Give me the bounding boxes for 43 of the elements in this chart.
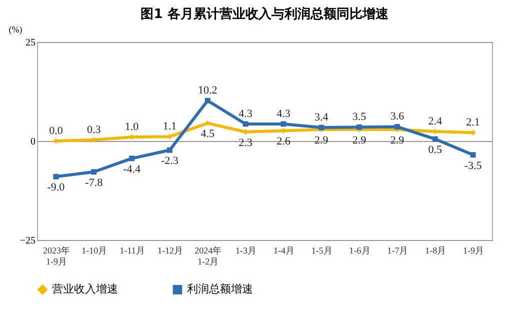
x-tick-label: 1-3月: [236, 246, 257, 256]
chart-title: 图1 各月累计营业收入与利润总额同比增速: [140, 6, 390, 22]
x-tick-label: 2023年 1-9月: [42, 246, 70, 266]
y-tick-label: 25: [26, 38, 36, 48]
data-label: 4.5: [200, 128, 215, 140]
x-tick-label: 1-5月: [311, 246, 332, 256]
data-label: 2.3: [238, 136, 253, 149]
x-tick-label: 2024年 1-2月: [194, 246, 222, 266]
x-tick-label: 1-7月: [387, 246, 408, 256]
legend-label: 利润总额增速: [187, 282, 253, 296]
data-label: 3.5: [352, 111, 367, 124]
data-label: 2.9: [390, 134, 405, 147]
data-label: -2.3: [160, 155, 179, 168]
x-tick-label: 1-4月: [273, 246, 294, 256]
y-axis-title: (%): [8, 24, 22, 34]
data-label: 2.9: [352, 134, 367, 147]
data-label: 0.3: [87, 124, 102, 136]
data-label: 0.5: [428, 144, 442, 156]
x-tick-label: 1-9月: [463, 246, 484, 256]
data-label: 2.9: [314, 134, 329, 147]
data-label: 2.6: [276, 136, 291, 148]
y-tick-label: 0: [30, 136, 36, 148]
data-label: 1.1: [162, 120, 177, 133]
data-label: -7.8: [85, 176, 104, 189]
data-label: -4.4: [123, 163, 141, 176]
x-tick-label: 1-12月: [157, 246, 183, 256]
data-label: 0.0: [49, 125, 64, 137]
data-label: 10.2: [198, 84, 218, 97]
data-label: -9.0: [47, 182, 66, 194]
data-label: 3.4: [314, 112, 329, 124]
x-tick-label: 1-6月: [349, 246, 370, 256]
x-tick-label: 1-11月: [120, 246, 145, 256]
legend-label: 营业收入增速: [52, 282, 118, 296]
x-tick-label: 1-8月: [425, 246, 446, 256]
data-label: -3.5: [464, 160, 482, 172]
x-tick-label: 1-10月: [82, 246, 108, 256]
y-tick-label: −25: [20, 236, 36, 246]
data-label: 4.3: [276, 108, 291, 120]
data-label: 1.0: [124, 121, 140, 134]
data-label: 3.6: [390, 110, 405, 123]
data-label: 2.4: [428, 115, 442, 128]
data-label: 4.3: [238, 108, 253, 120]
data-label: 2.1: [466, 116, 480, 129]
